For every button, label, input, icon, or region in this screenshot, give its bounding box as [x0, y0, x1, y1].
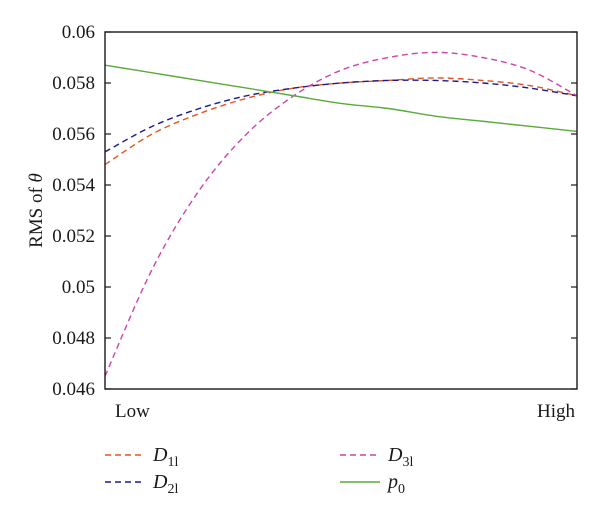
legend-label-subscript: 0 — [398, 482, 405, 497]
legend-label-d3l: D3l — [387, 444, 413, 470]
series-line-p0 — [104, 64, 578, 133]
legend-label-main: D — [152, 444, 168, 466]
legend-label-d2l: D2l — [152, 471, 178, 497]
y-tick-label: 0.054 — [52, 175, 95, 196]
x-axis-ticks: Low High — [115, 401, 576, 422]
y-axis-ticks: 0.046 0.048 0.05 0.052 0.054 0.056 0.058 0.06 — [52, 22, 577, 400]
legend-label-main: D — [152, 471, 168, 493]
y-tick-label: 0.056 — [52, 124, 95, 145]
legend-label-main: D — [387, 444, 403, 466]
series-line-d1l — [104, 77, 578, 166]
plot-frame — [104, 31, 578, 390]
series-line-d3l — [104, 51, 578, 377]
y-axis-title-symbol: θ — [26, 173, 47, 182]
y-tick-label: 0.058 — [52, 73, 95, 94]
y-axis-title: RMS of θ — [26, 173, 47, 248]
plot-layer — [104, 51, 578, 377]
y-axis-title-text: RMS of — [26, 182, 47, 247]
legend-label-main: p — [386, 471, 398, 493]
y-tick-label: 0.05 — [62, 277, 95, 298]
x-tick-label-high: High — [537, 401, 576, 422]
series-line-d2l — [104, 79, 578, 153]
y-tick-label: 0.046 — [52, 379, 95, 400]
legend-label-subscript: 1l — [167, 455, 178, 470]
y-tick-label: 0.06 — [62, 22, 95, 43]
legend-label-d1l: D1l — [152, 444, 178, 470]
legend-label-p0: p0 — [386, 471, 405, 497]
legend-label-subscript: 3l — [402, 455, 413, 470]
legend-label-subscript: 2l — [167, 482, 178, 497]
y-tick-label: 0.052 — [52, 226, 95, 247]
y-tick-label: 0.048 — [52, 328, 95, 349]
x-tick-label-low: Low — [115, 401, 150, 422]
